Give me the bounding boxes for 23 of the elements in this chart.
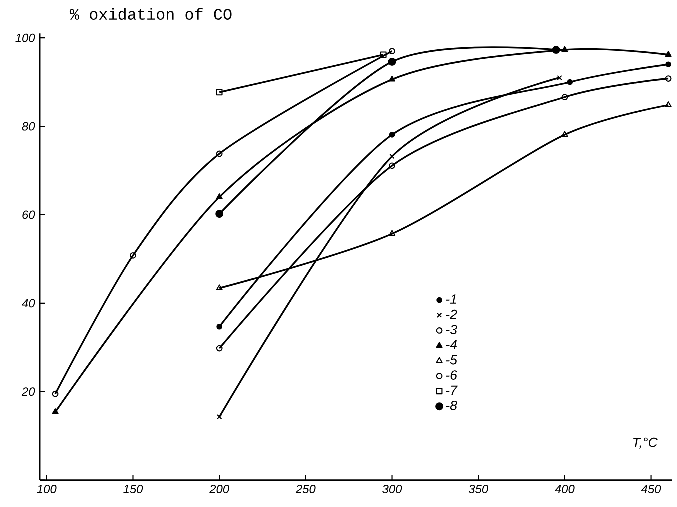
- y-axis-title: % oxidation of CO: [70, 8, 232, 20]
- legend-label: -7: [446, 386, 458, 395]
- legend-label: -1: [446, 294, 456, 304]
- legend-label: -5: [446, 355, 458, 365]
- legend-label: -8: [446, 400, 458, 410]
- x-tick-label: 150: [124, 485, 144, 494]
- y-tick-label: 80: [22, 122, 36, 131]
- x-tick-label: 400: [555, 485, 575, 494]
- x-tick-label: 300: [382, 485, 402, 494]
- x-tick-label: 350: [468, 485, 488, 494]
- legend-label: -6: [446, 370, 458, 380]
- x-tick-label: 250: [296, 485, 316, 494]
- y-tick-label: 40: [22, 299, 36, 308]
- x-axis-title: T,°C: [634, 438, 658, 449]
- x-tick-label: 200: [210, 485, 230, 494]
- legend-label: -2: [446, 310, 458, 320]
- y-tick-label: 60: [22, 210, 36, 220]
- y-tick-label: 100: [16, 34, 36, 42]
- x-tick-label: 450: [641, 485, 662, 494]
- legend-label: -4: [446, 340, 457, 350]
- y-tick-label: 20: [22, 388, 36, 396]
- legend-label: -3: [446, 325, 458, 335]
- x-tick-label: 100: [37, 485, 57, 494]
